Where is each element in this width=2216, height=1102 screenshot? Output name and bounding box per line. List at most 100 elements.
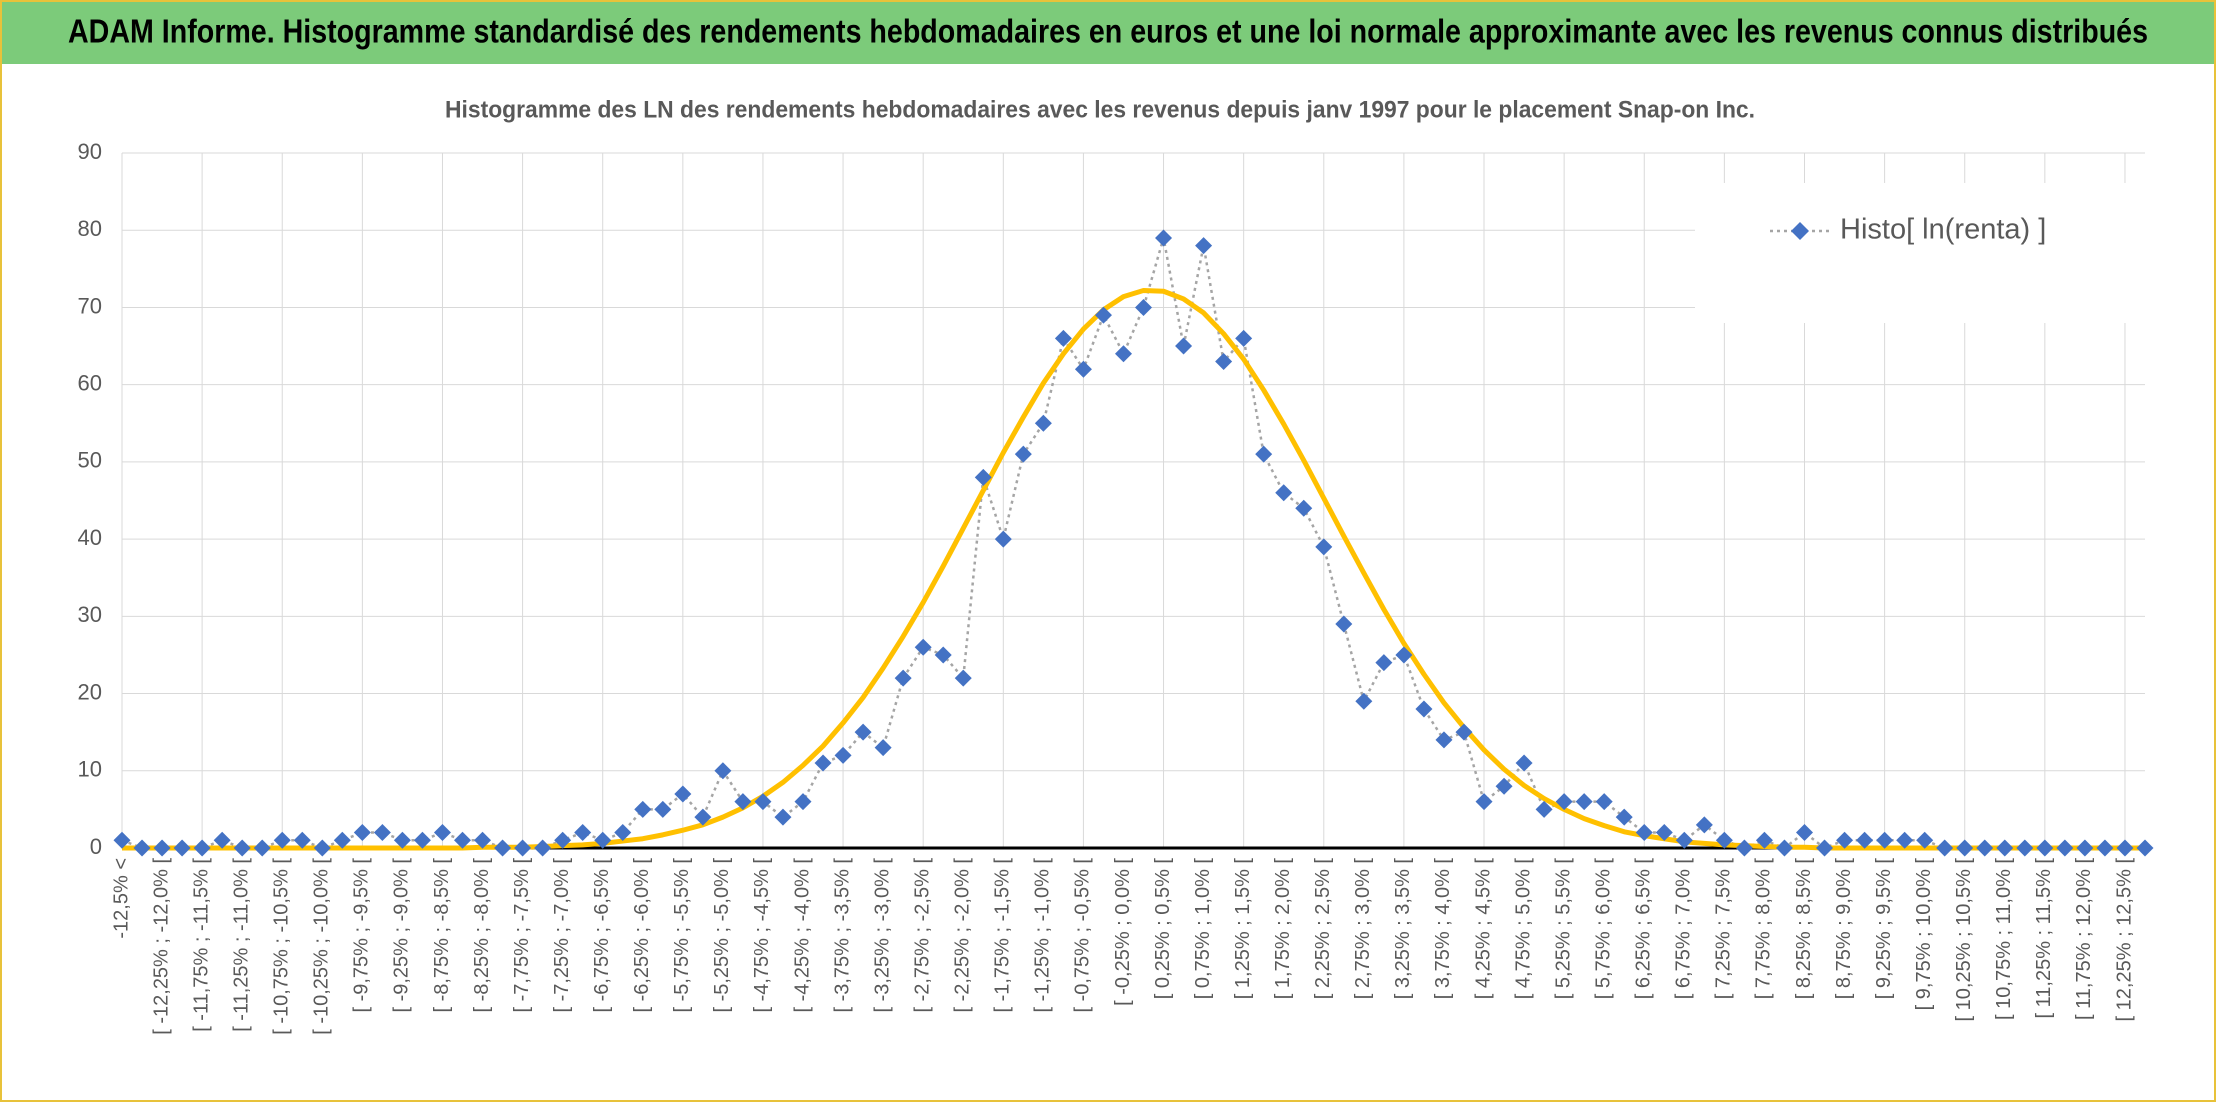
data-point [614, 824, 632, 842]
data-point [474, 831, 492, 849]
x-tick-label: [ -10,25% ; -10,0% [ [311, 858, 333, 1035]
x-tick-label: [ 9,75% ; 10,0% [ [1913, 858, 1935, 1011]
x-tick-label: [ -2,25% ; -2,0% [ [952, 858, 974, 1013]
x-tick-label: [ -7,75% ; -7,5% [ [511, 858, 533, 1013]
x-tick-label: [ -7,25% ; -7,0% [ [551, 858, 573, 1013]
data-point [1315, 538, 1333, 556]
x-tick-label: [ -4,75% ; -4,5% [ [751, 858, 773, 1013]
x-tick-label: [ -2,75% ; -2,5% [ [911, 858, 933, 1013]
data-point [213, 831, 231, 849]
data-point [353, 824, 371, 842]
data-point [794, 793, 812, 811]
x-tick-label: [ -3,75% ; -3,5% [ [831, 858, 853, 1013]
x-tick-label: [ 0,25% ; 0,5% [ [1152, 858, 1174, 1000]
data-point [1896, 831, 1914, 849]
data-point [1495, 777, 1513, 795]
x-tick-label: [ -5,75% ; -5,5% [ [671, 858, 693, 1013]
y-tick-label: 0 [90, 834, 102, 859]
data-point [1235, 329, 1253, 347]
x-tick-label: [ -1,25% ; -1,0% [ [1032, 858, 1054, 1013]
data-point [1515, 754, 1533, 772]
x-tick-label: [ -12,25% ; -12,0% [ [150, 858, 172, 1035]
data-point [1956, 839, 1974, 857]
x-tick-label: [ 7,75% ; 8,0% [ [1753, 858, 1775, 1000]
data-point [233, 839, 251, 857]
data-point [1856, 831, 1874, 849]
data-point [534, 839, 552, 857]
data-point [594, 831, 612, 849]
data-point [1215, 353, 1233, 370]
x-tick-label: [ 9,25% ; 9,5% [ [1873, 858, 1895, 1000]
data-point [1435, 731, 1453, 749]
legend-box [1695, 183, 2145, 323]
data-point [694, 808, 712, 826]
data-point [494, 839, 512, 857]
data-point [554, 831, 572, 849]
data-point [1615, 808, 1633, 826]
data-point [253, 839, 271, 857]
data-point [1635, 824, 1653, 842]
data-point [1996, 839, 2014, 857]
data-point [1735, 839, 1753, 857]
x-tick-label: [ -0,75% ; -0,5% [ [1072, 858, 1094, 1013]
y-tick-label: 20 [78, 679, 102, 704]
x-tick-label: [ -6,75% ; -6,5% [ [591, 858, 613, 1013]
y-tick-label: 60 [78, 370, 102, 395]
data-point [333, 831, 351, 849]
data-point [1715, 831, 1733, 849]
data-point [1395, 646, 1413, 664]
data-point [914, 638, 932, 656]
data-point [654, 800, 672, 818]
x-tick-label: [ -1,75% ; -1,5% [ [992, 858, 1014, 1013]
data-point [1695, 816, 1713, 834]
data-point [2096, 839, 2114, 857]
data-point [994, 530, 1012, 548]
x-tick-label: [ -9,25% ; -9,0% [ [391, 858, 413, 1013]
x-tick-label: [ 8,75% ; 9,0% [ [1833, 858, 1855, 1000]
legend-label: Histo[ ln(renta) ] [1840, 214, 2046, 246]
data-point [1375, 654, 1393, 672]
data-point [293, 831, 311, 849]
data-point [1936, 839, 1954, 857]
data-point [1255, 445, 1273, 463]
y-tick-label: 10 [78, 757, 102, 782]
data-point [273, 831, 291, 849]
x-tick-label: [ 3,75% ; 4,0% [ [1432, 858, 1454, 1000]
data-point [834, 746, 852, 764]
x-tick-label: [ -5,25% ; -5,0% [ [711, 858, 733, 1013]
x-tick-label: [ 8,25% ; 8,5% [ [1793, 858, 1815, 1000]
x-tick-label: [ 4,75% ; 5,0% [ [1512, 858, 1534, 1000]
data-point [1816, 839, 1834, 857]
x-tick-label: [ 10,75% ; 11,0% [ [1993, 858, 2015, 1020]
data-point [1195, 237, 1213, 255]
data-point [1836, 831, 1854, 849]
data-point [1155, 229, 1173, 247]
x-tick-label: [ 4,25% ; 4,5% [ [1472, 858, 1494, 1000]
data-point [1775, 839, 1793, 857]
data-point [1335, 615, 1353, 633]
data-point [393, 831, 411, 849]
x-tick-label: [ 6,25% ; 6,5% [ [1633, 858, 1655, 1000]
y-tick-label: 70 [78, 293, 102, 318]
x-tick-label: [ 2,75% ; 3,0% [ [1352, 858, 1374, 1000]
x-tick-label: [ 2,25% ; 2,5% [ [1312, 858, 1334, 1000]
data-point [974, 468, 992, 486]
x-tick-label: [ 10,25% ; 10,5% [ [1953, 858, 1975, 1022]
data-point [454, 831, 472, 849]
data-point [193, 839, 211, 857]
data-point [1295, 499, 1313, 517]
data-point [1175, 337, 1193, 355]
data-point [854, 723, 872, 741]
data-point [1094, 306, 1112, 324]
x-tick-label: [ 5,25% ; 5,5% [ [1552, 858, 1574, 1000]
data-point [734, 793, 752, 811]
data-point [514, 839, 532, 857]
data-point [674, 785, 692, 803]
data-point [1876, 831, 1894, 849]
data-point [1675, 831, 1693, 849]
data-point [2116, 839, 2134, 857]
data-point [313, 839, 331, 857]
x-tick-label: [ 5,75% ; 6,0% [ [1592, 858, 1614, 1000]
data-point [1135, 298, 1153, 316]
